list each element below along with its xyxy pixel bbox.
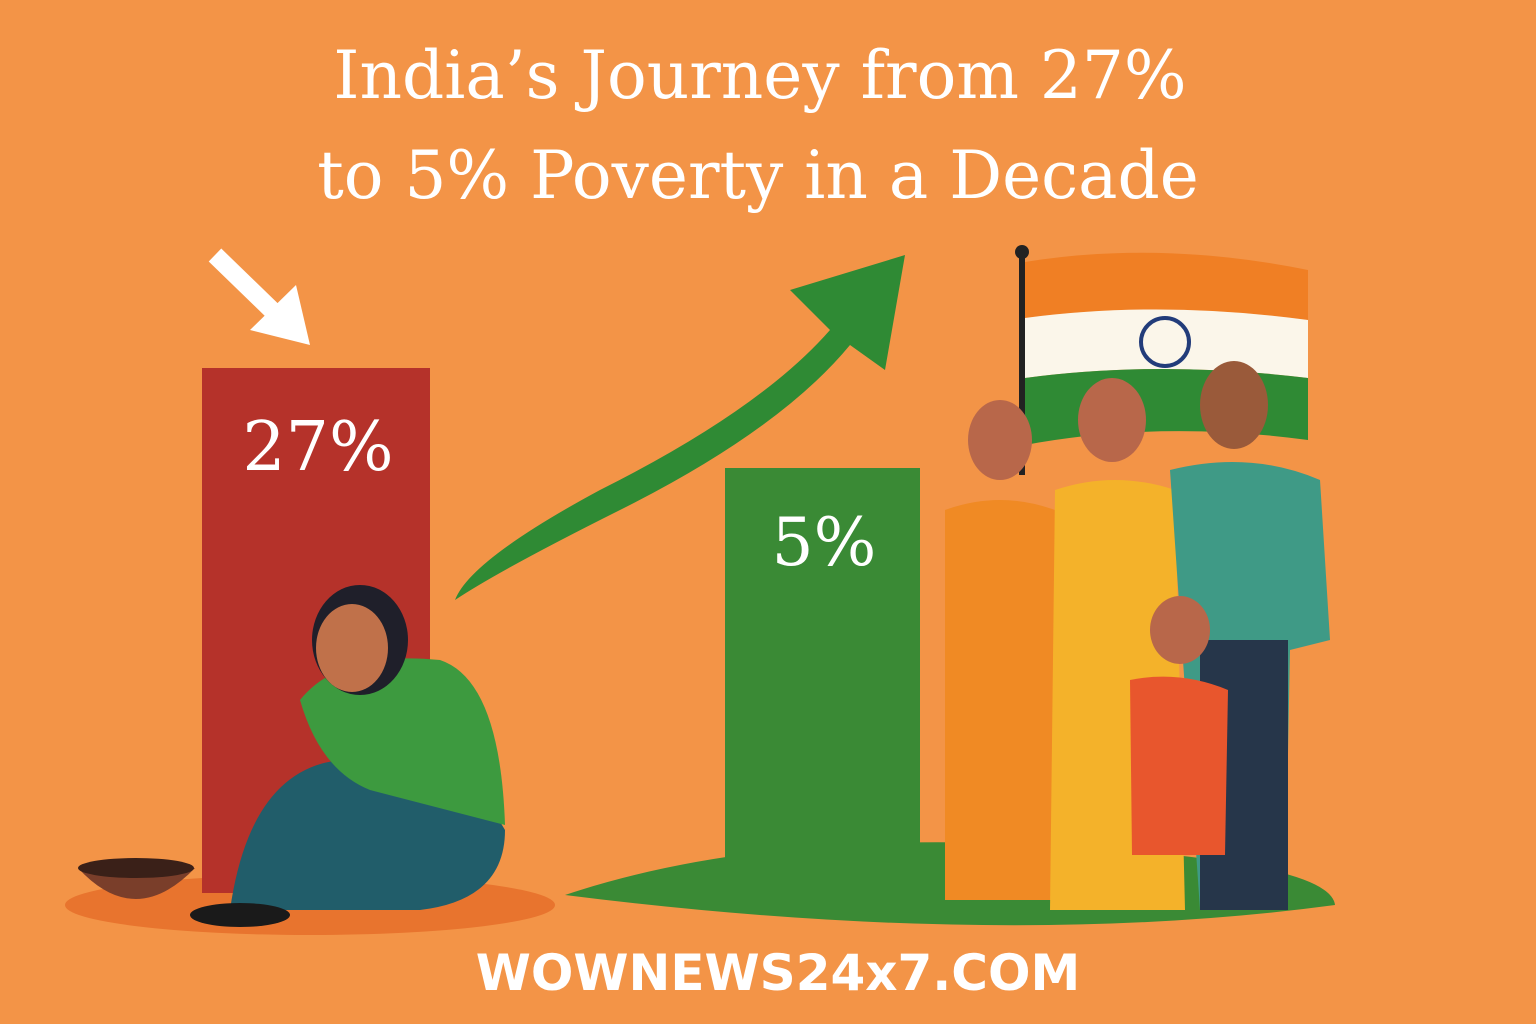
title-line: India’s Journey from 27% — [333, 37, 1186, 114]
bar-label: 5% — [772, 504, 877, 581]
footer-site: WOWNEWS24x7.COM — [476, 944, 1081, 1002]
rising-arrow — [455, 255, 905, 600]
face-child — [1150, 596, 1210, 664]
family — [945, 361, 1330, 910]
title-line: to 5% Poverty in a Decade — [317, 137, 1199, 214]
flag-white — [1025, 309, 1308, 378]
face-man — [1200, 361, 1268, 449]
flag-chakra — [1139, 316, 1191, 368]
bowl-rim — [78, 858, 194, 878]
child-dress — [1130, 676, 1228, 855]
arrow-shaft — [208, 248, 289, 327]
flag-finial — [1015, 245, 1029, 259]
face-middle — [1078, 378, 1146, 462]
saree-left — [945, 500, 1060, 900]
blouse — [300, 658, 505, 825]
flag-saffron — [1025, 252, 1308, 320]
down-arrow — [208, 248, 310, 345]
sitting-woman — [190, 585, 505, 927]
face — [316, 604, 388, 692]
shoe — [190, 903, 290, 927]
flag-pole — [1019, 255, 1025, 475]
face-left — [968, 400, 1032, 480]
arrow-head — [250, 285, 310, 345]
bar-green — [725, 468, 920, 900]
bar-label: 27% — [242, 408, 393, 487]
